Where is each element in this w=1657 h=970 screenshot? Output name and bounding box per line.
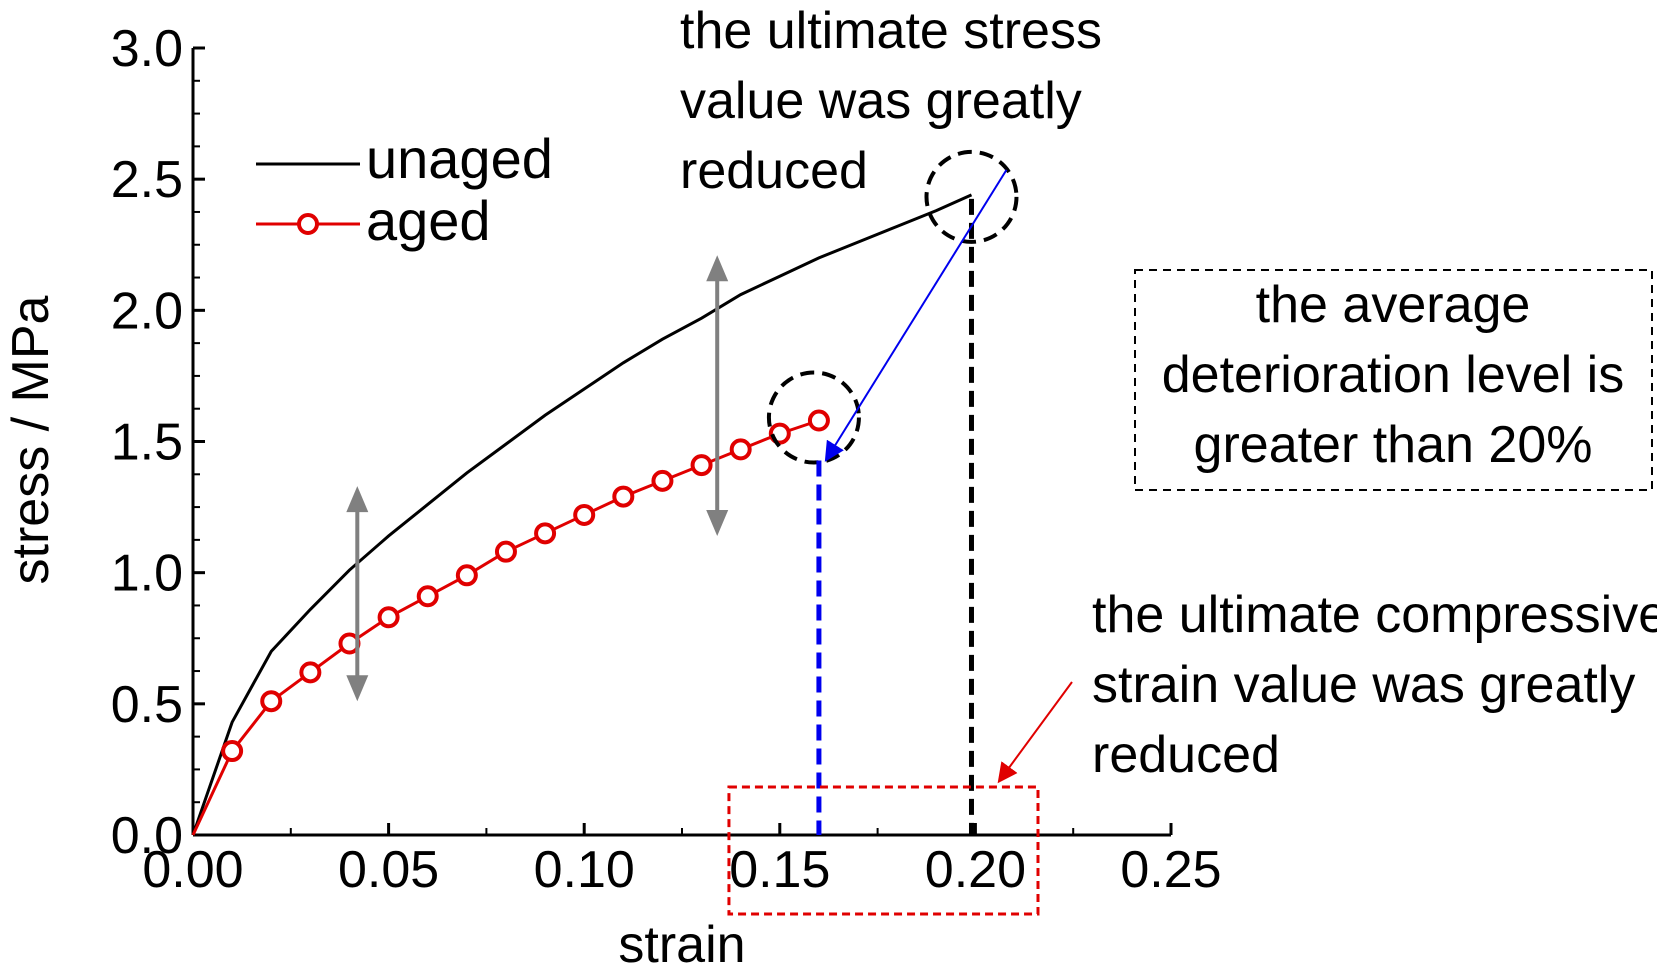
series-line-aged bbox=[191, 419, 820, 836]
y-axis-title: stress / MPa bbox=[2, 295, 60, 584]
y-tick-label: 0.5 bbox=[111, 676, 183, 734]
strain-note-line-1: the ultimate compressive bbox=[1092, 586, 1657, 644]
y-tick-label: 1.0 bbox=[111, 545, 183, 603]
x-tick-label: 0.10 bbox=[534, 841, 635, 899]
x-tick-label: 0.00 bbox=[142, 841, 243, 899]
stress-note: the ultimate stress value was greatly re… bbox=[680, 2, 1102, 200]
data-point-aged bbox=[416, 585, 439, 608]
data-point-aged bbox=[455, 564, 478, 587]
unaged-peak-circle bbox=[924, 149, 1019, 244]
peak-to-peak-arrow bbox=[824, 169, 1008, 462]
gap-arrow-head-down bbox=[706, 509, 729, 536]
series-line-unaged bbox=[191, 193, 973, 836]
data-point-aged bbox=[807, 409, 830, 432]
strain-note: the ultimate compressive strain value wa… bbox=[1092, 586, 1657, 784]
stress-note-line-3: reduced bbox=[680, 142, 868, 200]
strain-highlight-box bbox=[727, 785, 1040, 916]
strain-note-line-2: strain value was greatly bbox=[1092, 656, 1635, 714]
deterioration-note-line-1: the average bbox=[1256, 276, 1531, 334]
x-axis-title: strain bbox=[618, 916, 745, 970]
data-point-aged bbox=[729, 438, 752, 461]
strain-note-line-3: reduced bbox=[1092, 726, 1280, 784]
y-tick-label: 0.0 bbox=[111, 807, 183, 865]
data-point-aged bbox=[534, 522, 557, 545]
data-point-aged bbox=[260, 690, 283, 713]
series-layer bbox=[191, 193, 973, 836]
data-point-aged bbox=[377, 606, 400, 629]
stress-note-line-2: value was greatly bbox=[680, 72, 1082, 130]
legend-label-aged: aged bbox=[366, 189, 491, 252]
y-tick-label: 3.0 bbox=[111, 20, 183, 78]
x-tick-label: 0.15 bbox=[729, 841, 830, 899]
y-tick-label: 2.0 bbox=[111, 282, 183, 340]
data-point-aged bbox=[651, 469, 674, 492]
x-tick-label: 0.20 bbox=[925, 841, 1026, 899]
gap-arrow-head-up bbox=[706, 255, 729, 282]
y-ticks: 0.0 0.5 1.0 1.5 2.0 2.5 3.0 bbox=[111, 20, 205, 865]
strain-note-arrow bbox=[997, 681, 1073, 784]
gap-arrow-head-up bbox=[346, 486, 369, 513]
aged-peak-circle bbox=[766, 370, 861, 465]
deterioration-note-line-3: greater than 20% bbox=[1194, 416, 1593, 474]
deterioration-note-box bbox=[1134, 269, 1653, 491]
y-tick-label: 1.5 bbox=[111, 414, 183, 472]
stress-note-line-1: the ultimate stress bbox=[680, 2, 1102, 60]
data-point-aged bbox=[612, 485, 635, 508]
legend-label-unaged: unaged bbox=[366, 127, 553, 190]
data-point-aged bbox=[299, 661, 322, 684]
data-point-aged bbox=[221, 740, 244, 763]
data-point-aged bbox=[690, 454, 713, 477]
legend-marker-aged bbox=[297, 213, 319, 235]
y-tick-label: 2.5 bbox=[111, 151, 183, 209]
deterioration-note: the average deterioration level is great… bbox=[1134, 269, 1653, 491]
x-tick-label: 0.05 bbox=[338, 841, 439, 899]
x-ticks: 0.00 0.05 0.10 0.15 0.20 0.25 bbox=[142, 823, 1222, 899]
data-point-aged bbox=[573, 503, 596, 526]
data-point-aged bbox=[494, 540, 517, 563]
overlay-layer bbox=[346, 149, 1073, 916]
gap-arrow-head-down bbox=[346, 675, 369, 702]
legend: unaged aged bbox=[256, 127, 553, 252]
x-tick-label: 0.25 bbox=[1120, 841, 1221, 899]
deterioration-note-line-2: deterioration level is bbox=[1162, 346, 1624, 404]
